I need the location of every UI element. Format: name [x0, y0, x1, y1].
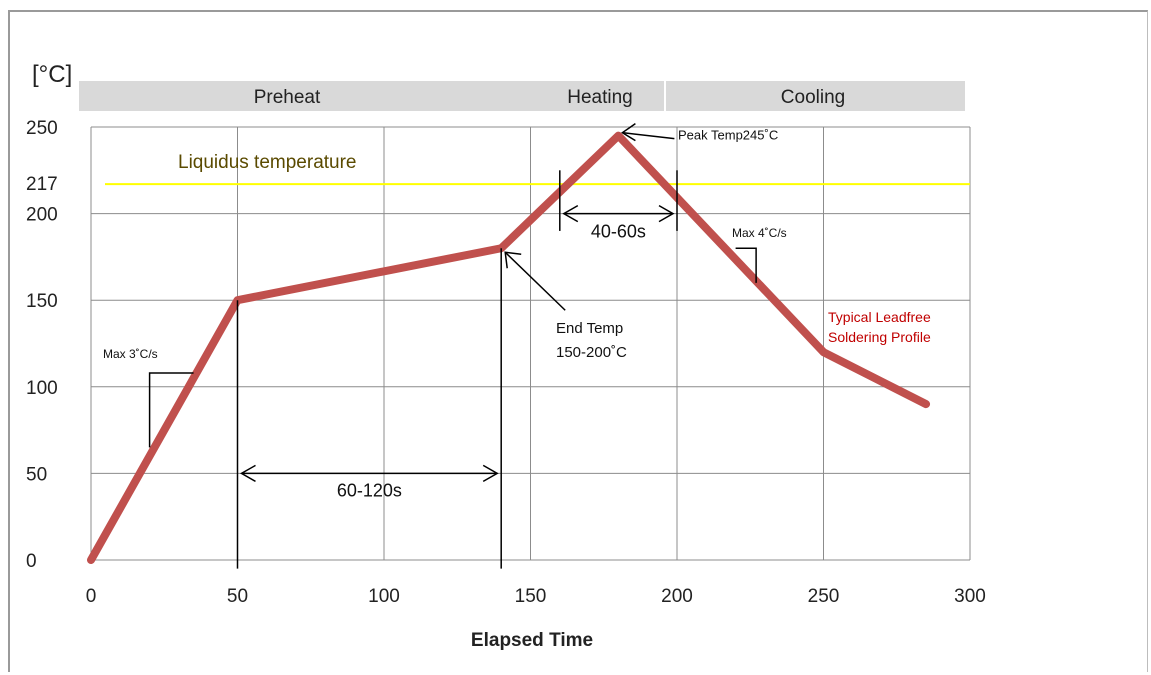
y-tick-250: 250: [26, 118, 58, 139]
y-tick-217: 217: [26, 174, 58, 195]
liquidus-line-group: Liquidus temperature: [105, 152, 970, 186]
x-tick-150: 150: [515, 586, 547, 607]
y-tick-100: 100: [26, 378, 58, 399]
peak-arrowhead: [621, 123, 636, 142]
phase-label-cooling: Cooling: [781, 87, 845, 108]
end-temp-label-line2: 150-200˚C: [556, 344, 627, 361]
x-tick-0: 0: [86, 586, 97, 607]
phase-label-heating: Heating: [567, 87, 633, 108]
x-tick-200: 200: [661, 586, 693, 607]
x-axis-label: Elapsed Time: [471, 630, 593, 651]
y-axis-label: [°C]: [32, 61, 72, 88]
end-temp-arrowhead: [504, 251, 522, 269]
x-tick-100: 100: [368, 586, 400, 607]
liquidus-label: Liquidus temperature: [178, 152, 357, 173]
x-tick-250: 250: [808, 586, 840, 607]
annotations: 60-120s 40-60s Peak Temp245˚C End Temp 150-2…: [103, 123, 931, 569]
span-60-120-arrowhead-right: [482, 464, 499, 483]
end-temp-label-line1: End Temp: [556, 320, 623, 337]
y-tick-150: 150: [26, 291, 58, 312]
phase-header-bar: Preheat Heating Cooling: [79, 81, 965, 111]
phase-bar-background: [79, 81, 965, 111]
series-line-0: [87, 131, 931, 564]
x-tick-50: 50: [227, 586, 248, 607]
y-tick-50: 50: [26, 464, 47, 485]
max-up-slope-marker: [148, 372, 194, 448]
max-down-label: Max 4˚C/s: [732, 226, 787, 240]
x-tick-300: 300: [954, 586, 986, 607]
span-40-60-label: 40-60s: [591, 222, 646, 242]
reflow-profile-chart: Preheat Heating Cooling Liquidus temperatu…: [26, 61, 986, 651]
profile-label-line2: Soldering Profile: [828, 329, 931, 345]
peak-label: Peak Temp245˚C: [678, 128, 778, 143]
end-temp-arrow-line: [504, 251, 566, 311]
span-40-60-arrowhead-left: [562, 204, 579, 223]
span-60-120-label: 60-120s: [337, 480, 402, 500]
span-60-120-arrowhead-left: [239, 464, 256, 483]
y-tick-200: 200: [26, 205, 58, 226]
max-down-slope-marker: [735, 247, 757, 283]
series-group: [87, 131, 931, 564]
peak-arrow-line: [622, 131, 675, 140]
chart-frame: Preheat Heating Cooling Liquidus temperatu…: [8, 10, 1148, 672]
tick-labels: 0 50 100 150 200 250 300 0 50 100 150 200 250 217: [26, 118, 986, 607]
phase-label-preheat: Preheat: [254, 87, 321, 108]
y-tick-0: 0: [26, 551, 37, 572]
max-up-label: Max 3˚C/s: [103, 347, 158, 361]
profile-label-line1: Typical Leadfree: [828, 309, 931, 325]
span-40-60-arrowhead-right: [658, 204, 675, 223]
